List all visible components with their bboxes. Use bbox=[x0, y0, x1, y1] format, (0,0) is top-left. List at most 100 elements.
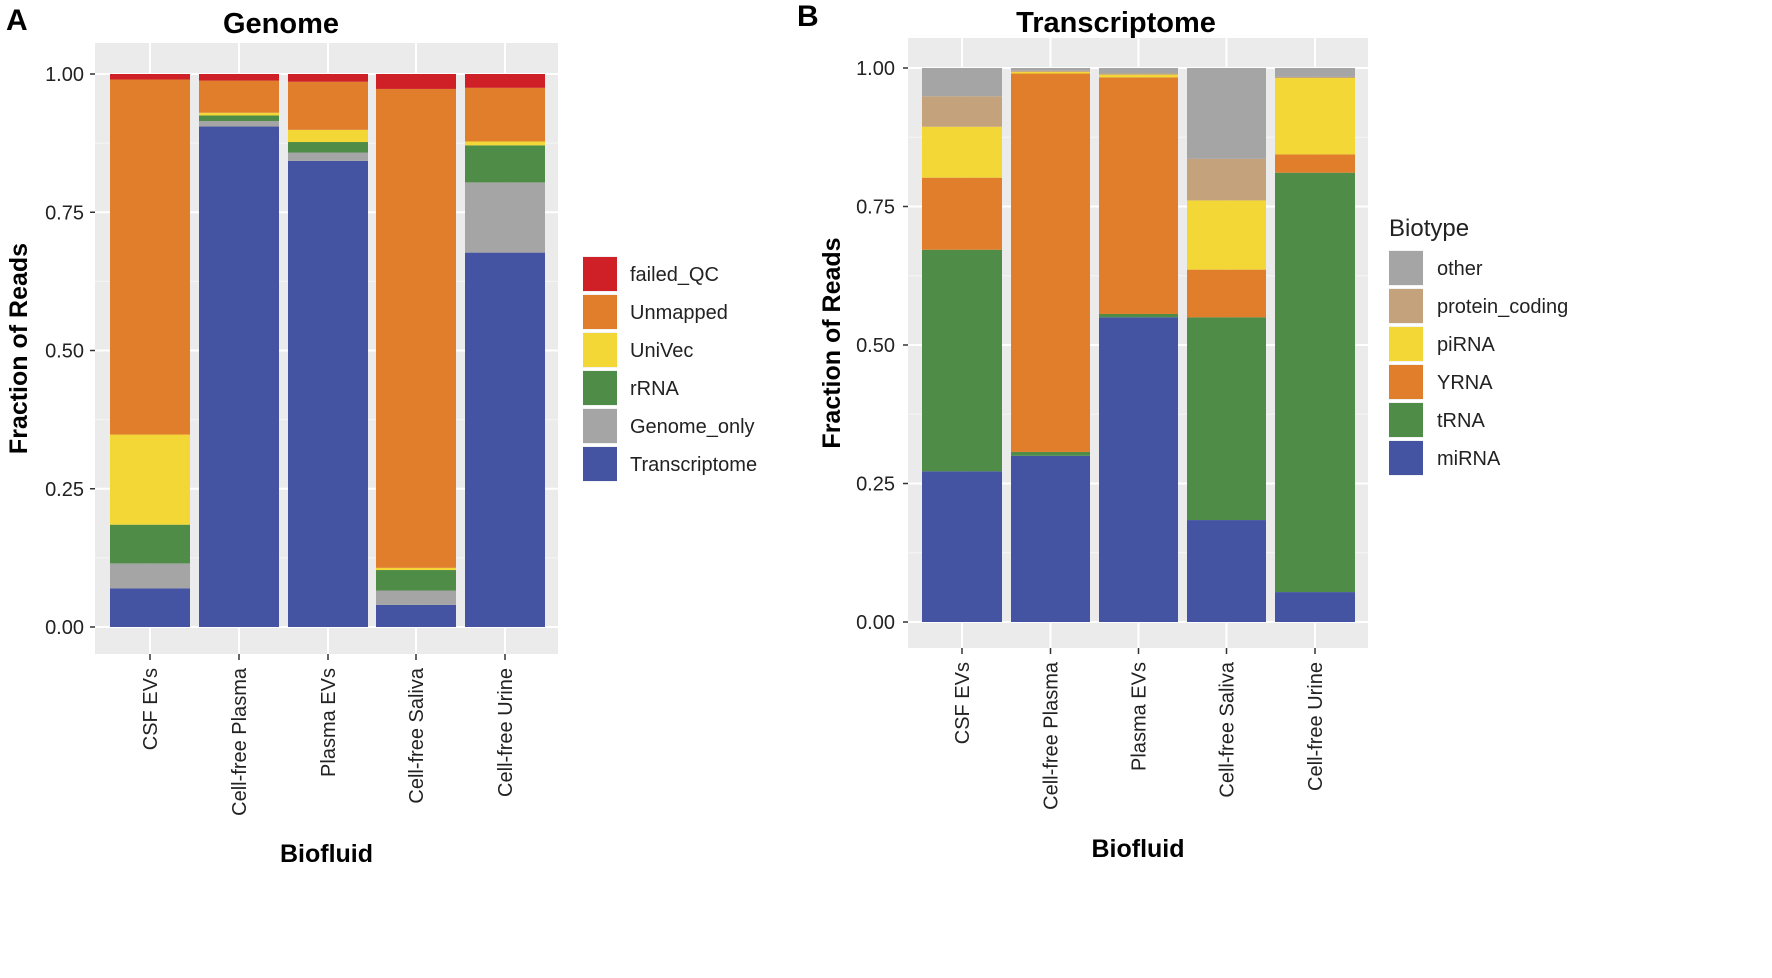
x-tick-label: CSF EVs bbox=[140, 668, 162, 750]
legend: Biotype other protein_coding piRNA YRNA tRNA m… bbox=[1389, 215, 1568, 476]
y-tick-label: 0.25 bbox=[45, 479, 84, 501]
bar-segment-rrna bbox=[199, 115, 279, 122]
bar-segment-rrna bbox=[465, 145, 545, 183]
bar-segment-univec bbox=[199, 112, 279, 116]
bar-segment-transcriptome bbox=[110, 588, 190, 627]
bar-segment-mirna bbox=[1011, 455, 1090, 622]
bar-segment-failed-qc bbox=[465, 74, 545, 88]
bar-segment-yrna bbox=[1187, 269, 1266, 318]
bar-segment-other bbox=[1187, 68, 1266, 159]
bar-segment-mirna bbox=[1187, 520, 1266, 622]
y-axis-title: Fraction of Reads bbox=[5, 243, 33, 454]
chart-panel-a: A 0.00 0.25 0.50 0.75 1.00 CSF EVs Cell-free Pl… bbox=[5, 4, 757, 868]
bar-segment-other bbox=[1275, 68, 1355, 77]
bar-segment-unmapped bbox=[199, 80, 279, 113]
y-tick-label: 0.25 bbox=[856, 474, 895, 496]
bar-segment-transcriptome bbox=[199, 126, 279, 627]
bar-segment-other bbox=[922, 68, 1002, 97]
bar-segment-unmapped bbox=[288, 81, 368, 130]
bar-segment-pirna bbox=[922, 126, 1002, 178]
bar-segment-mirna bbox=[922, 471, 1002, 622]
bar-segment-rrna bbox=[288, 142, 368, 153]
x-axis-title: Biofluid bbox=[280, 840, 373, 868]
y-tick-label: 0.00 bbox=[45, 617, 84, 639]
bar-segment-genome-only bbox=[376, 590, 456, 605]
bar-segment-univec bbox=[288, 129, 368, 143]
bar-segment-protein-coding bbox=[1187, 158, 1266, 201]
bar-segment-mirna bbox=[1099, 317, 1178, 622]
bar-segment-transcriptome bbox=[465, 252, 545, 627]
legend-swatch bbox=[583, 409, 617, 443]
legend-swatch bbox=[1389, 289, 1423, 323]
bar-segment-protein-coding bbox=[922, 96, 1002, 127]
bar-segment-protein-coding bbox=[1099, 73, 1178, 75]
legend-label: piRNA bbox=[1437, 334, 1495, 356]
bar-segment-genome-only bbox=[110, 563, 190, 589]
legend-swatch bbox=[583, 333, 617, 367]
bar-segment-pirna bbox=[1011, 71, 1090, 74]
legend-label: other bbox=[1437, 258, 1483, 280]
legend-label: miRNA bbox=[1437, 448, 1501, 470]
legend-title: Biotype bbox=[1389, 215, 1469, 242]
chart-title: Transcriptome bbox=[1016, 7, 1216, 39]
legend-label: UniVec bbox=[630, 340, 693, 362]
bar-segment-mirna bbox=[1275, 592, 1355, 622]
y-tick-label: 1.00 bbox=[856, 58, 895, 80]
legend-swatch bbox=[583, 371, 617, 405]
y-tick-label: 0.50 bbox=[45, 341, 84, 363]
bar-segment-failed-qc bbox=[376, 74, 456, 89]
bar-segment-transcriptome bbox=[288, 160, 368, 628]
legend-label: Transcriptome bbox=[630, 454, 757, 476]
legend: failed_QC Unmapped UniVec rRNA Genome_only Tr… bbox=[583, 256, 757, 482]
bar-segment-rrna bbox=[376, 570, 456, 591]
bar-segment-yrna bbox=[1275, 154, 1355, 173]
y-tick-label: 1.00 bbox=[45, 64, 84, 86]
bar-segment-trna bbox=[1099, 313, 1178, 318]
x-tick-label: Cell-free Urine bbox=[495, 668, 517, 797]
chart-title: Genome bbox=[223, 8, 339, 40]
y-tick-label: 0.50 bbox=[856, 335, 895, 357]
bar-segment-trna bbox=[1275, 172, 1355, 593]
bar-segment-transcriptome bbox=[376, 604, 456, 627]
bar-segment-failed-qc bbox=[288, 74, 368, 82]
panel-label: A bbox=[6, 4, 28, 37]
x-tick-label: Plasma EVs bbox=[318, 668, 340, 777]
legend-swatch bbox=[583, 257, 617, 291]
legend-swatch bbox=[1389, 327, 1423, 361]
bar-segment-genome-only bbox=[465, 182, 545, 253]
x-tick-label: Cell-free Urine bbox=[1305, 662, 1327, 791]
bar-segment-univec bbox=[465, 141, 545, 146]
x-tick-label: Cell-free Saliva bbox=[1217, 661, 1239, 797]
bar-segment-other bbox=[1011, 68, 1090, 71]
bar-segment-pirna bbox=[1275, 77, 1355, 155]
x-axis-title: Biofluid bbox=[1091, 835, 1184, 863]
bar-segment-genome-only bbox=[288, 152, 368, 161]
legend-label: failed_QC bbox=[630, 264, 719, 286]
legend-swatch bbox=[583, 295, 617, 329]
bar-segment-yrna bbox=[1099, 77, 1178, 314]
legend-label: Unmapped bbox=[630, 302, 728, 324]
bar-segment-trna bbox=[1187, 317, 1266, 521]
y-axis-title: Fraction of Reads bbox=[818, 237, 846, 448]
x-tick-label: Cell-free Saliva bbox=[406, 667, 428, 803]
bar-segment-trna bbox=[1011, 451, 1090, 456]
x-tick-label: Cell-free Plasma bbox=[1041, 661, 1063, 810]
legend-label: Genome_only bbox=[630, 416, 755, 438]
chart-panel-b: B 0.00 0.25 0.50 0.75 1.00 CSF EVs Cell-free Pl… bbox=[797, 0, 1568, 863]
y-tick-label: 0.75 bbox=[856, 197, 895, 219]
legend-swatch bbox=[1389, 403, 1423, 437]
legend-label: tRNA bbox=[1437, 410, 1485, 432]
legend-swatch bbox=[1389, 441, 1423, 475]
bar-segment-failed-qc bbox=[110, 74, 190, 80]
legend-swatch bbox=[583, 447, 617, 481]
bar-segment-unmapped bbox=[465, 87, 545, 142]
bar-segment-univec bbox=[110, 434, 190, 525]
legend-label: rRNA bbox=[630, 378, 680, 400]
bar-segment-genome-only bbox=[199, 121, 279, 127]
bar-segment-univec bbox=[376, 567, 456, 571]
panel-label: B bbox=[797, 0, 819, 33]
bar-segment-protein-coding bbox=[1275, 76, 1355, 78]
bar-segment-failed-qc bbox=[199, 74, 279, 81]
legend-label: protein_coding bbox=[1437, 296, 1568, 318]
